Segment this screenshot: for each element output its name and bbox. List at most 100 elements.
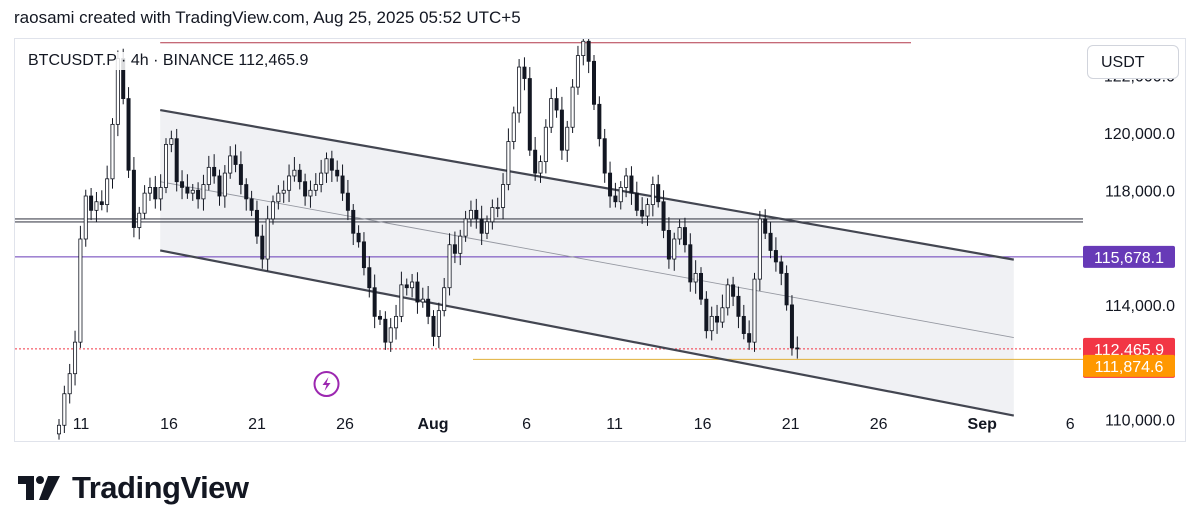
candle <box>153 175 158 209</box>
candle <box>517 59 522 123</box>
candle <box>180 170 185 200</box>
price-label-text: 111,874.6 <box>1095 359 1164 376</box>
lightning-marker <box>313 371 340 397</box>
candle <box>613 182 618 208</box>
candle <box>169 130 174 153</box>
candle <box>699 267 704 305</box>
candle <box>688 233 693 292</box>
candle <box>666 217 671 269</box>
candle <box>763 209 768 239</box>
candle <box>447 233 452 296</box>
candle <box>163 138 168 194</box>
y-axis-tick-label: 118,000.0 <box>1105 183 1175 200</box>
candle <box>89 187 94 221</box>
candle <box>399 271 404 323</box>
candle <box>656 174 661 208</box>
candle <box>543 119 548 174</box>
candle <box>94 192 99 223</box>
channel-mid-line <box>160 181 1014 339</box>
candle <box>158 174 163 211</box>
price-label-text: 115,678.1 <box>1094 250 1164 267</box>
candle <box>608 161 613 208</box>
candle <box>201 174 206 211</box>
symbol-info: BTCUSDT.P · 4h · BINANCE 112,465.9 <box>26 52 311 70</box>
candle <box>131 157 136 238</box>
x-axis-tick-label: Sep <box>968 416 998 433</box>
candle <box>704 291 709 339</box>
x-axis-tick-label: 26 <box>870 416 888 433</box>
candle <box>479 205 484 246</box>
price-label-bg <box>1083 245 1175 268</box>
candle <box>383 311 388 350</box>
y-axis-tick-label: 120,000.0 <box>1104 126 1175 143</box>
price-chart[interactable]: 110,000.0114,000.0118,000.0120,000.0122,… <box>15 39 1186 442</box>
candle <box>190 183 195 201</box>
candle <box>741 304 746 340</box>
candle <box>640 197 645 224</box>
candle <box>222 165 227 208</box>
y-axis-tick-label: 114,000.0 <box>1105 298 1175 315</box>
candle <box>720 294 725 328</box>
price-label-bg <box>1083 354 1175 377</box>
candle <box>538 155 543 183</box>
candle <box>650 176 655 217</box>
candle <box>795 336 800 359</box>
candle <box>581 39 586 66</box>
candle <box>228 146 233 179</box>
candle <box>281 180 286 203</box>
brand-name: TradingView <box>72 470 249 505</box>
candle <box>752 272 757 352</box>
candle <box>265 205 270 271</box>
candle <box>736 286 741 329</box>
candle <box>313 173 318 197</box>
candle <box>501 173 506 220</box>
candle <box>452 231 457 264</box>
x-axis-tick-label: 16 <box>694 416 712 433</box>
x-axis-tick-label: 16 <box>160 416 178 433</box>
candle <box>565 120 570 162</box>
candle <box>442 277 447 317</box>
currency-selector[interactable]: USDT <box>1087 45 1179 79</box>
candle <box>73 330 78 386</box>
candle <box>410 273 415 298</box>
x-axis-tick-label: Aug <box>417 416 448 433</box>
candle <box>784 265 789 311</box>
candle <box>484 215 489 239</box>
candle <box>597 96 602 147</box>
candle <box>474 198 479 229</box>
candle <box>789 295 794 356</box>
candle <box>468 200 473 227</box>
x-axis-tick-label: 6 <box>1066 416 1075 433</box>
chart-pane[interactable]: 110,000.0114,000.0118,000.0120,000.0122,… <box>14 38 1186 442</box>
candle <box>196 182 201 209</box>
x-axis-tick-label: 6 <box>522 416 531 433</box>
candle <box>329 150 334 182</box>
candle <box>570 79 575 133</box>
candle <box>367 256 372 298</box>
candle <box>142 185 147 219</box>
candle <box>779 255 784 286</box>
candle <box>319 159 324 193</box>
candle <box>356 225 361 248</box>
candle <box>270 195 275 225</box>
candle <box>527 67 532 156</box>
candle <box>287 164 292 203</box>
candle <box>506 128 511 191</box>
candle <box>254 200 259 244</box>
candle <box>731 276 736 307</box>
candle <box>415 272 420 314</box>
candle <box>431 310 436 347</box>
candle <box>533 136 538 181</box>
candle <box>233 144 238 173</box>
candle <box>725 278 730 316</box>
attribution-header: raosami created with TradingView.com, Au… <box>14 8 521 27</box>
candle <box>308 180 313 208</box>
candle <box>592 55 597 111</box>
candle <box>645 198 650 226</box>
candle <box>292 157 297 182</box>
candle <box>238 151 243 195</box>
candle <box>260 224 265 269</box>
candle <box>634 181 639 217</box>
candle <box>351 204 356 246</box>
candle <box>99 190 104 211</box>
